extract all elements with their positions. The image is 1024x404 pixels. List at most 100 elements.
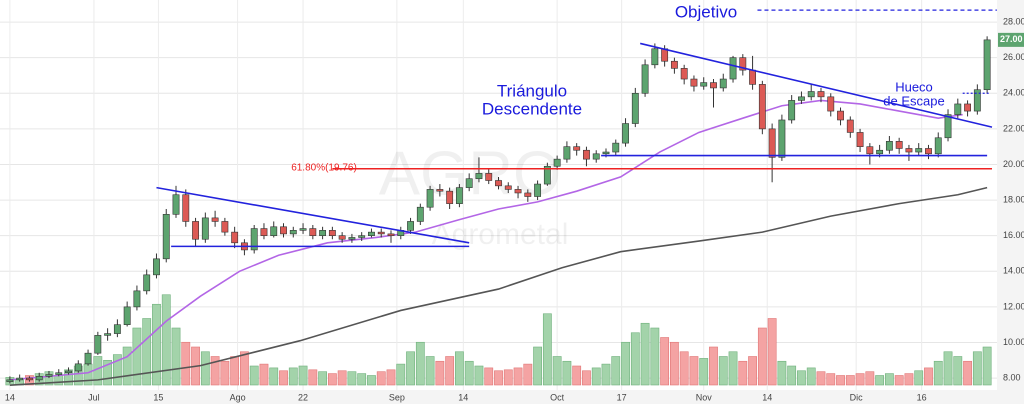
candle-body (641, 64, 649, 94)
trend-line (640, 42, 993, 128)
candle-body (368, 231, 375, 236)
candle-body (817, 91, 825, 98)
candle-body (661, 48, 669, 62)
candle-body (485, 173, 493, 181)
candle-body (719, 78, 727, 89)
candle-body (358, 235, 366, 238)
candle-body (299, 228, 307, 231)
volume-bar (386, 369, 396, 386)
volume-bar (435, 360, 445, 386)
x-tick-label: 22 (298, 392, 308, 402)
candle-body (319, 230, 327, 236)
candle-body (74, 363, 82, 372)
y-tick-label: 10.00 (1003, 337, 1024, 347)
time-axis-bg (0, 390, 997, 404)
candle-body (895, 141, 903, 149)
x-tick-label: Jul (88, 392, 100, 402)
candle-body (856, 132, 864, 147)
fibonacci-label: 61.80%(19.76) (291, 163, 357, 174)
volume-bar (249, 365, 259, 386)
volume-bar (591, 367, 601, 386)
watermark: Agrometal (432, 218, 569, 251)
volume-bar (836, 375, 845, 386)
y-tick-label: 18.00 (1003, 194, 1024, 204)
volume-bar (161, 294, 171, 386)
volume-bar (640, 322, 650, 386)
volume-bar (54, 375, 64, 386)
candle-body (123, 306, 131, 325)
volume-bar (152, 303, 161, 386)
candle-body (602, 151, 610, 155)
volume-bar (845, 375, 855, 386)
candle-body (710, 82, 717, 89)
candle-body (915, 148, 923, 153)
candle-body (944, 114, 952, 139)
volume-bar (318, 371, 328, 386)
volume-bar (552, 356, 562, 386)
candle-body (133, 290, 141, 308)
candle-body (172, 194, 180, 215)
volume-bar (122, 346, 132, 386)
volume-bar (972, 351, 982, 386)
candle-body (749, 69, 757, 85)
candle-body (768, 128, 776, 158)
candle-body (934, 137, 942, 155)
candle-body (583, 149, 590, 160)
candle-body (260, 228, 268, 236)
annotation: Triángulo (497, 81, 567, 100)
candle-body (504, 185, 512, 190)
candle-body (837, 110, 844, 121)
volume-bar (748, 356, 757, 386)
candle-body (182, 194, 190, 222)
candle-body (670, 60, 678, 69)
volume-bar (963, 360, 972, 386)
y-tick-label: 14.00 (1003, 266, 1024, 276)
volume-bar (728, 351, 738, 386)
candle-body (925, 148, 932, 155)
watermark: AGRO (379, 139, 562, 208)
candle-body (55, 372, 63, 375)
candle-body (289, 230, 297, 235)
x-tick-label: Dic (850, 392, 863, 402)
candle-body (377, 231, 385, 235)
volume-bar (757, 327, 767, 386)
candle-body (348, 237, 356, 240)
candle-body (143, 274, 151, 292)
x-tick-label: 14 (762, 392, 772, 402)
volume-bar (767, 318, 777, 386)
candle-body (778, 119, 786, 158)
x-tick-label: Oct (550, 392, 565, 402)
candle-body (553, 158, 561, 167)
y-tick-label: 16.00 (1003, 230, 1024, 240)
volume-bar (523, 363, 533, 386)
volume-bar (699, 358, 709, 386)
candle-body (631, 92, 639, 124)
volume-bar (376, 371, 386, 386)
volume-bar (611, 356, 621, 386)
candle-body (543, 165, 551, 185)
candle-body (153, 258, 160, 276)
volume-bar (112, 354, 122, 386)
candle-body (885, 141, 893, 151)
volume-bar (894, 375, 904, 386)
volume-bar (660, 337, 670, 386)
candle-body (983, 39, 991, 91)
candle-body (846, 119, 854, 133)
candle-body (446, 190, 454, 204)
volume-bar (884, 373, 894, 386)
candle-body (407, 221, 414, 231)
x-tick-label: 16 (917, 392, 927, 402)
annotation: de Escape (883, 93, 944, 108)
candle-body (416, 206, 424, 222)
candle-body (729, 57, 737, 80)
candle-body (739, 57, 747, 71)
volume-bar (679, 351, 689, 386)
volume-bar (709, 346, 718, 386)
x-tick-label: 17 (617, 392, 627, 402)
candle-body (866, 146, 874, 155)
volume-bar (200, 351, 210, 386)
candle-body (798, 96, 805, 101)
candle-body (328, 230, 336, 236)
candle-body (65, 370, 72, 374)
candle-body (26, 377, 33, 381)
